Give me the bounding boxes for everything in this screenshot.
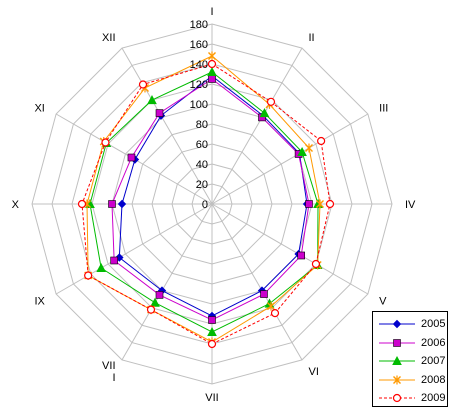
tick-labels: 0 20 40 60 80 100 120 140 160 180: [190, 19, 208, 211]
data-point-2006-XI: [127, 153, 136, 162]
category-label-XI: XI: [34, 103, 44, 115]
series-2009: [77, 59, 335, 349]
data-point-2008-I: [208, 51, 216, 61]
data-point-2007-VIII: [150, 297, 160, 307]
grid-spoke: [211, 203, 369, 295]
data-point-2007-II: [259, 108, 270, 118]
legend-marker-2005: [392, 319, 402, 329]
data-point-2009-VI: [270, 309, 280, 318]
tick-label: 60: [196, 139, 208, 151]
data-point-2006-I: [208, 75, 216, 83]
tick-label: 120: [190, 79, 208, 91]
category-label-II: II: [309, 32, 315, 44]
legend-marker-2009: [392, 393, 402, 403]
legend-label: 2009: [421, 392, 446, 404]
tick-label: 20: [196, 179, 208, 191]
data-point-2009-IV: [325, 199, 335, 209]
legend-label: 2005: [421, 318, 446, 330]
legend-swatch: [379, 393, 415, 403]
data-point-2006-IX: [110, 256, 118, 265]
data-point-2009-XII: [138, 80, 148, 89]
series-line-2005: [118, 75, 308, 317]
data-point-2008-VI: [267, 301, 275, 311]
legend-item-2005: 2005: [377, 315, 447, 333]
category-label-VII: VII: [205, 392, 218, 404]
data-point-2009-II: [266, 97, 276, 106]
data-point-2009-X: [77, 199, 87, 209]
tick-label: 100: [190, 99, 208, 111]
data-point-2009-VII: [207, 339, 217, 349]
data-point-2006-V: [297, 251, 306, 260]
data-point-2007-VII: [207, 326, 217, 336]
grid-spoke: [121, 47, 213, 205]
grid-spoke: [55, 203, 213, 295]
category-label-IX: IX: [34, 296, 45, 308]
tick-label: 160: [190, 39, 208, 51]
grid-spoke: [211, 47, 303, 205]
category-label-XII: XII: [102, 32, 115, 44]
data-point-2007-IX: [96, 262, 106, 272]
legend-label: 2007: [421, 355, 446, 367]
legend-swatch: [379, 375, 415, 384]
legend-marker-2007: [392, 355, 402, 365]
data-point-2009-V: [311, 259, 321, 269]
radar-grid: [31, 23, 393, 385]
data-point-2006-VI: [260, 290, 268, 298]
legend-label: 2008: [421, 373, 446, 386]
category-label-V: V: [379, 296, 387, 308]
category-label-I: I: [210, 6, 213, 18]
data-point-2006-VII: [208, 316, 216, 324]
tick-label: 180: [190, 19, 208, 31]
data-point-2006-X: [108, 200, 116, 208]
legend-item-2006: 2006: [377, 334, 447, 352]
grid-spoke: [121, 203, 213, 361]
category-label-X: X: [12, 199, 20, 211]
tick-label: 40: [196, 159, 208, 171]
data-point-2009-XI: [101, 138, 110, 147]
data-point-2006-XII: [155, 109, 164, 117]
data-point-2009-IX: [84, 271, 93, 280]
category-label-VIII: VII I: [102, 360, 115, 384]
data-point-2009-I: [207, 59, 217, 69]
legend-swatch: [379, 338, 415, 347]
grid-spoke: [211, 203, 303, 361]
data-point-2006-IV: [305, 200, 313, 208]
series-layer: [77, 51, 335, 349]
category-label-IV: IV: [405, 199, 416, 211]
data-point-2006-VIII: [155, 291, 164, 299]
data-point-2007-III: [297, 146, 307, 156]
legend-item-2007: 2007: [377, 352, 447, 370]
legend-marker-2008: [393, 375, 401, 384]
data-point-2008-III: [304, 143, 313, 153]
data-point-2007-I: [207, 66, 217, 76]
tick-label: 140: [190, 59, 208, 71]
legend-item-2009: 2009: [377, 389, 447, 407]
data-point-2008-IV: [316, 199, 324, 209]
legend-label: 2006: [421, 336, 446, 349]
tick-label: 0: [202, 199, 208, 211]
data-point-2007-XII: [147, 95, 157, 105]
data-point-2009-VIII: [146, 305, 156, 314]
category-label-III: III: [379, 103, 388, 115]
data-point-2005-X: [117, 199, 127, 209]
category-label-VI: VI: [309, 366, 319, 378]
grid-spoke: [211, 113, 369, 205]
data-point-2009-III: [317, 136, 326, 146]
legend: 2005 2006 2007 2008 2009: [372, 311, 448, 407]
legend-item-2008: 2008: [377, 371, 447, 389]
tick-label: 80: [196, 119, 208, 131]
legend-swatch: [379, 355, 415, 365]
legend-marker-2006: [393, 338, 401, 347]
legend-swatch: [379, 319, 415, 329]
